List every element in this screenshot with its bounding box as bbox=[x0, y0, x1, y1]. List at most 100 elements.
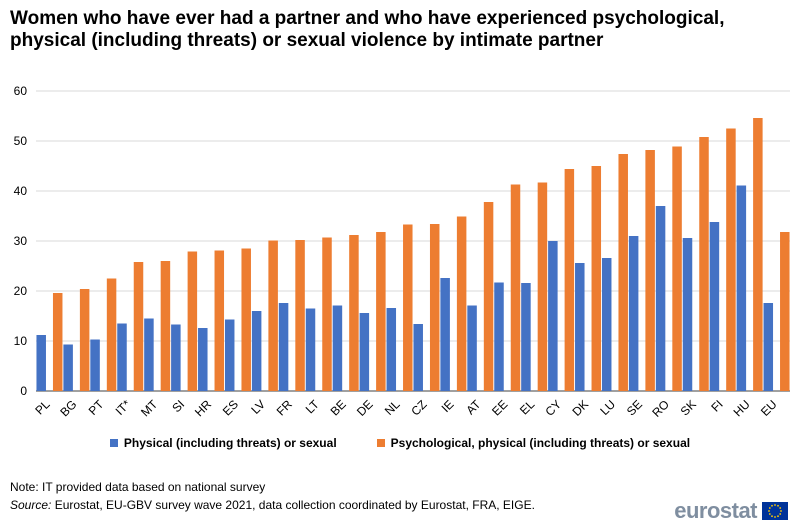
bar-physical bbox=[467, 305, 477, 391]
bar-physical bbox=[36, 335, 46, 391]
bar-psychological bbox=[699, 137, 709, 391]
x-tick-label: LU bbox=[597, 397, 618, 418]
y-tick-label: 50 bbox=[14, 134, 28, 148]
legend-item-psychological: Psychological, physical (including threa… bbox=[376, 436, 691, 450]
bar-physical bbox=[494, 282, 504, 391]
bar-physical bbox=[709, 222, 720, 391]
chart-title: Women who have ever had a partner and wh… bbox=[10, 8, 725, 51]
footnote: Note: IT provided data based on national… bbox=[10, 478, 535, 514]
bar-psychological bbox=[106, 278, 117, 391]
bar-psychological bbox=[187, 251, 198, 391]
bar-physical bbox=[521, 283, 531, 391]
bar-psychological bbox=[780, 232, 790, 391]
x-tick-label: BE bbox=[328, 397, 349, 418]
bar-physical bbox=[628, 236, 639, 391]
bar-physical bbox=[305, 308, 316, 391]
bar-physical bbox=[171, 324, 181, 391]
bar-physical bbox=[117, 323, 127, 391]
x-tick-label: RO bbox=[649, 397, 672, 420]
bar-psychological bbox=[726, 128, 736, 391]
x-tick-label: IT* bbox=[113, 397, 134, 418]
bar-physical bbox=[198, 328, 208, 391]
legend-swatch-psychological bbox=[376, 439, 385, 447]
bar-psychological bbox=[403, 224, 413, 391]
bar-psychological bbox=[510, 184, 521, 391]
bar-psychological bbox=[753, 118, 763, 391]
bar-physical bbox=[278, 303, 289, 391]
bar-psychological bbox=[618, 154, 628, 391]
bar-psychological bbox=[483, 202, 494, 391]
bar-physical bbox=[575, 263, 585, 391]
bar-psychological bbox=[537, 182, 548, 391]
note-text: Note: IT provided data based on national… bbox=[10, 480, 266, 494]
bar-psychological bbox=[645, 150, 655, 391]
bar-psychological bbox=[160, 261, 171, 391]
source-line: Source: Eurostat, EU-GBV survey wave 202… bbox=[10, 496, 535, 514]
x-tick-label: LV bbox=[248, 397, 268, 417]
bar-psychological bbox=[672, 146, 682, 391]
y-axis-ticks: 0 10 20 30 40 50 60 bbox=[14, 84, 28, 398]
bar-psychological bbox=[133, 262, 144, 391]
legend-label-physical: Physical (including threats) or sexual bbox=[123, 436, 337, 450]
x-tick-label: SK bbox=[678, 397, 699, 418]
bar-physical bbox=[332, 305, 343, 391]
legend-swatch-physical bbox=[109, 439, 118, 447]
bar-psychological bbox=[214, 250, 225, 391]
legend-item-physical: Physical (including threats) or sexual bbox=[109, 436, 337, 450]
bar-psychological bbox=[429, 224, 440, 391]
x-tick-label: PT bbox=[86, 397, 107, 418]
x-tick-label: SE bbox=[624, 397, 645, 418]
y-tick-label: 20 bbox=[14, 284, 28, 298]
bar-physical bbox=[144, 318, 154, 391]
bar-physical bbox=[763, 303, 774, 391]
x-tick-label: BG bbox=[57, 397, 79, 419]
x-tick-label: AT bbox=[463, 397, 484, 418]
bar-physical bbox=[251, 311, 262, 391]
bar-physical bbox=[224, 319, 235, 391]
x-tick-label: HR bbox=[192, 397, 214, 419]
legend: Physical (including threats) or sexual P… bbox=[0, 436, 800, 450]
bar-psychological bbox=[376, 232, 386, 391]
x-tick-label: IE bbox=[439, 397, 457, 415]
bar-physical bbox=[655, 206, 666, 391]
x-tick-label: PL bbox=[32, 397, 53, 418]
x-tick-label: DK bbox=[569, 397, 591, 419]
y-tick-label: 0 bbox=[20, 384, 27, 398]
y-tick-label: 10 bbox=[14, 334, 28, 348]
x-tick-label: FI bbox=[708, 397, 725, 414]
x-tick-label: LT bbox=[303, 397, 323, 417]
bar-physical bbox=[386, 308, 397, 391]
legend-label-psychological: Psychological, physical (including threa… bbox=[390, 436, 691, 450]
logo-text: eurostat bbox=[674, 498, 757, 523]
bars bbox=[36, 118, 790, 391]
x-tick-label: ES bbox=[220, 397, 241, 418]
y-tick-label: 60 bbox=[14, 84, 28, 98]
y-tick-label: 30 bbox=[14, 234, 28, 248]
bar-physical bbox=[90, 339, 100, 391]
bar-psychological bbox=[295, 240, 305, 391]
eurostat-logo: eurostat bbox=[674, 498, 788, 524]
bar-psychological bbox=[268, 240, 278, 391]
eu-flag-icon bbox=[762, 502, 788, 520]
x-tick-label: HU bbox=[731, 397, 753, 419]
bar-physical bbox=[413, 324, 423, 391]
x-tick-label: FR bbox=[274, 397, 295, 418]
bar-physical bbox=[548, 241, 558, 391]
bar-psychological bbox=[52, 293, 63, 391]
x-tick-label: EL bbox=[517, 397, 538, 418]
source-text: Eurostat, EU-GBV survey wave 2021, data … bbox=[51, 498, 535, 512]
x-tick-label: EE bbox=[489, 397, 510, 418]
bar-psychological bbox=[456, 216, 467, 391]
x-tick-label: CY bbox=[543, 397, 565, 419]
x-tick-label: NL bbox=[382, 397, 403, 418]
bar-psychological bbox=[349, 235, 359, 391]
source-label: Source: bbox=[10, 498, 52, 512]
y-tick-label: 40 bbox=[14, 184, 28, 198]
bar-physical bbox=[736, 185, 747, 391]
x-tick-label: CZ bbox=[408, 397, 429, 418]
bar-psychological bbox=[564, 169, 575, 391]
bar-physical bbox=[359, 313, 370, 391]
bar-physical bbox=[440, 278, 450, 391]
bar-psychological bbox=[241, 248, 251, 391]
